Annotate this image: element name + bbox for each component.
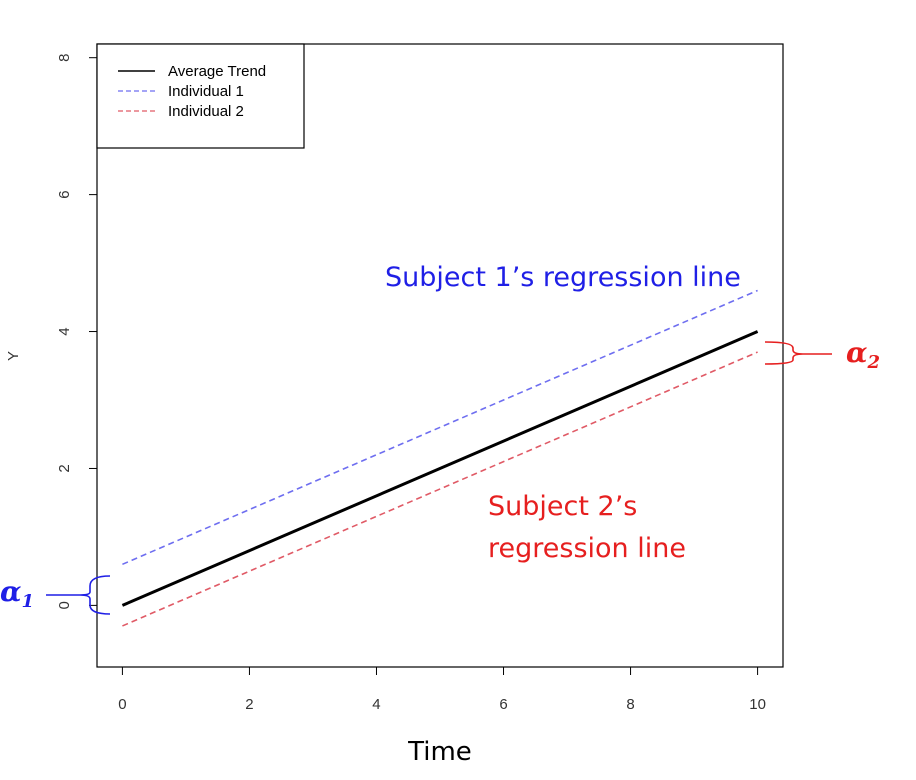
y-axis-title: Y [5, 351, 22, 361]
series-line-3 [122, 351, 758, 627]
legend-entries: Average Trend Individual 1 Individual 2 [118, 63, 266, 120]
y-tick-label: 4 [56, 327, 73, 335]
legend-label-3: Individual 2 [168, 103, 244, 120]
alpha2-brace [764, 341, 804, 365]
y-tick-label: 8 [56, 54, 73, 62]
series-line-1 [121, 330, 759, 607]
x-tick-label: 2 [245, 696, 253, 713]
alpha1-brace [79, 575, 111, 615]
legend-box [96, 43, 305, 149]
y-tick-label: 2 [56, 464, 73, 472]
legend-label-1: Average Trend [168, 63, 266, 80]
legend-label-2: Individual 1 [168, 83, 244, 100]
series-layer [121, 289, 759, 627]
x-tick-label: 10 [749, 696, 766, 713]
series-line-2 [122, 289, 758, 566]
x-tick-label: 6 [499, 696, 507, 713]
y-tick-label: 6 [56, 190, 73, 198]
x-tick-label: 8 [626, 696, 634, 713]
alpha1-subscript: 1 [22, 591, 35, 612]
subject1-annotation: Subject 1’s regression line [385, 262, 741, 293]
alpha1-label: α1 [0, 575, 34, 612]
alpha2-subscript: 2 [867, 352, 881, 373]
alpha2-symbol: α [846, 336, 868, 369]
y-tick-label: 0 [56, 601, 73, 609]
y-axis: 0 2 4 6 8 [56, 54, 98, 610]
x-tick-label: 4 [372, 696, 380, 713]
x-axis: 0 2 4 6 8 10 [118, 666, 766, 713]
subject2-annotation-line1: Subject 2’s [488, 491, 637, 522]
legend: Average Trend Individual 1 Individual 2 [96, 43, 305, 149]
subject2-annotation-line2: regression line [488, 533, 686, 564]
alpha2-annotation: α2 [764, 336, 880, 373]
alpha1-annotation: α1 [0, 575, 111, 615]
alpha1-symbol: α [0, 575, 22, 608]
alpha2-label: α2 [846, 336, 880, 373]
x-axis-title: Time [407, 737, 472, 767]
x-tick-label: 0 [118, 696, 126, 713]
